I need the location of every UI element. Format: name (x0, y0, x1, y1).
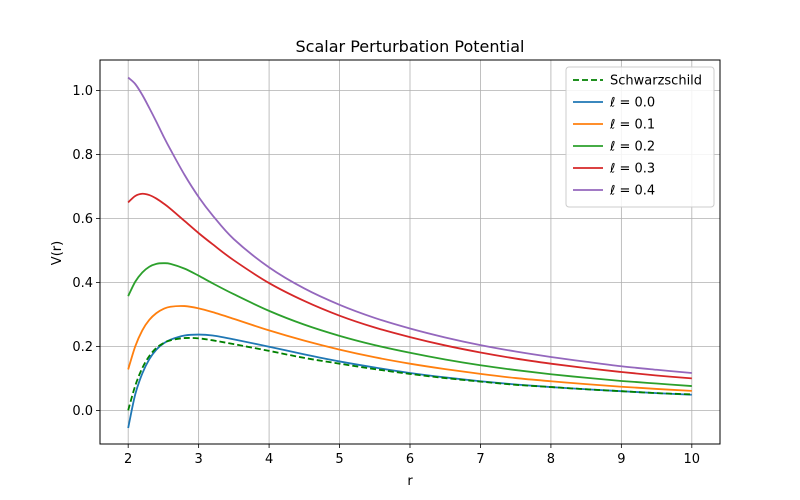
y-tick-label: 1.0 (72, 84, 93, 99)
x-tick-label: 8 (547, 452, 555, 467)
legend-label-0: Schwarzschild (610, 74, 702, 89)
legend-label-3: ℓ = 0.2 (609, 140, 655, 155)
x-tick-label: 6 (406, 452, 414, 467)
ticks: 2 3 4 5 6 7 8 9 10 0.0 0.2 0.4 0.6 0.8 1.0 (72, 84, 700, 467)
legend-label-5: ℓ = 0.4 (609, 184, 655, 199)
x-tick-label: 3 (194, 452, 202, 467)
x-tick-label: 7 (476, 452, 484, 467)
series-line-0 (127, 337, 692, 411)
x-tick-label: 4 (265, 452, 273, 467)
x-tick-label: 2 (124, 452, 132, 467)
legend-label-2: ℓ = 0.1 (609, 118, 655, 133)
y-tick-label: 0.8 (72, 148, 93, 163)
legend: Schwarzschild ℓ = 0.0 ℓ = 0.1 ℓ = 0.2 ℓ = 0.… (565, 66, 715, 208)
y-tick-label: 0.2 (72, 340, 93, 355)
series-layer (127, 76, 692, 429)
series-line-2 (127, 305, 692, 392)
y-tick-label: 0.4 (72, 276, 93, 291)
x-tick-label: 10 (684, 452, 701, 467)
legend-label-4: ℓ = 0.3 (609, 162, 655, 177)
series-line-5 (127, 76, 692, 374)
x-tick-label: 5 (335, 452, 343, 467)
y-tick-label: 0.6 (72, 212, 93, 227)
chart-title: Scalar Perturbation Potential (296, 37, 525, 56)
series-line-4 (127, 192, 692, 380)
y-axis-label: V(r) (50, 241, 65, 265)
x-axis-label: r (407, 474, 413, 489)
x-tick-label: 9 (617, 452, 625, 467)
series-line-3 (127, 262, 692, 387)
y-tick-label: 0.0 (72, 404, 93, 419)
legend-label-1: ℓ = 0.0 (609, 96, 655, 111)
